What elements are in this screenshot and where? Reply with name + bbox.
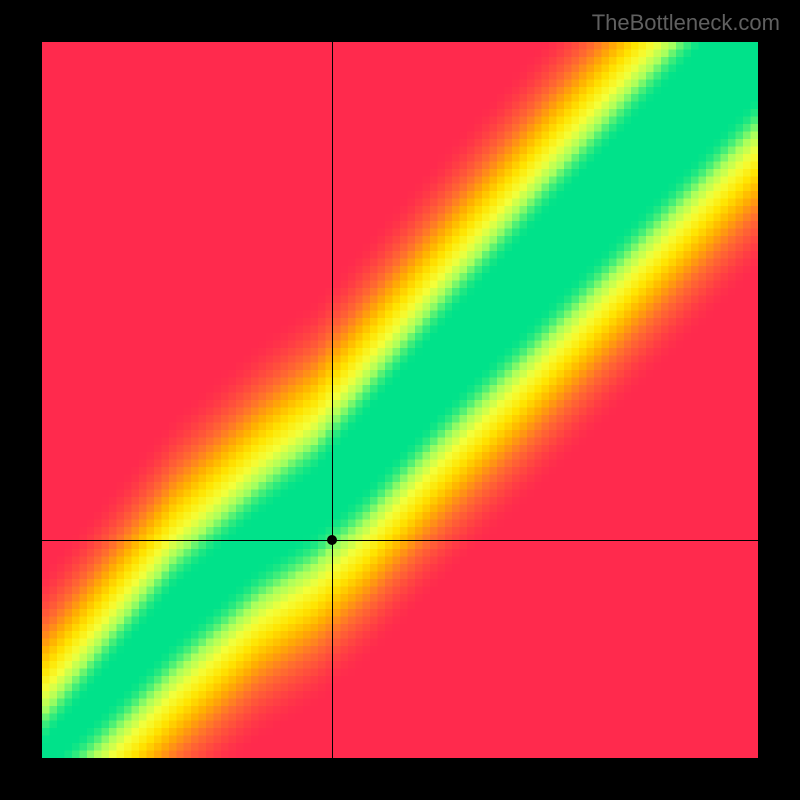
selection-marker <box>327 535 337 545</box>
bottleneck-heatmap <box>42 42 758 758</box>
crosshair-vertical <box>332 42 333 758</box>
heatmap-canvas <box>42 42 758 758</box>
crosshair-horizontal <box>42 540 758 541</box>
watermark: TheBottleneck.com <box>592 10 780 36</box>
